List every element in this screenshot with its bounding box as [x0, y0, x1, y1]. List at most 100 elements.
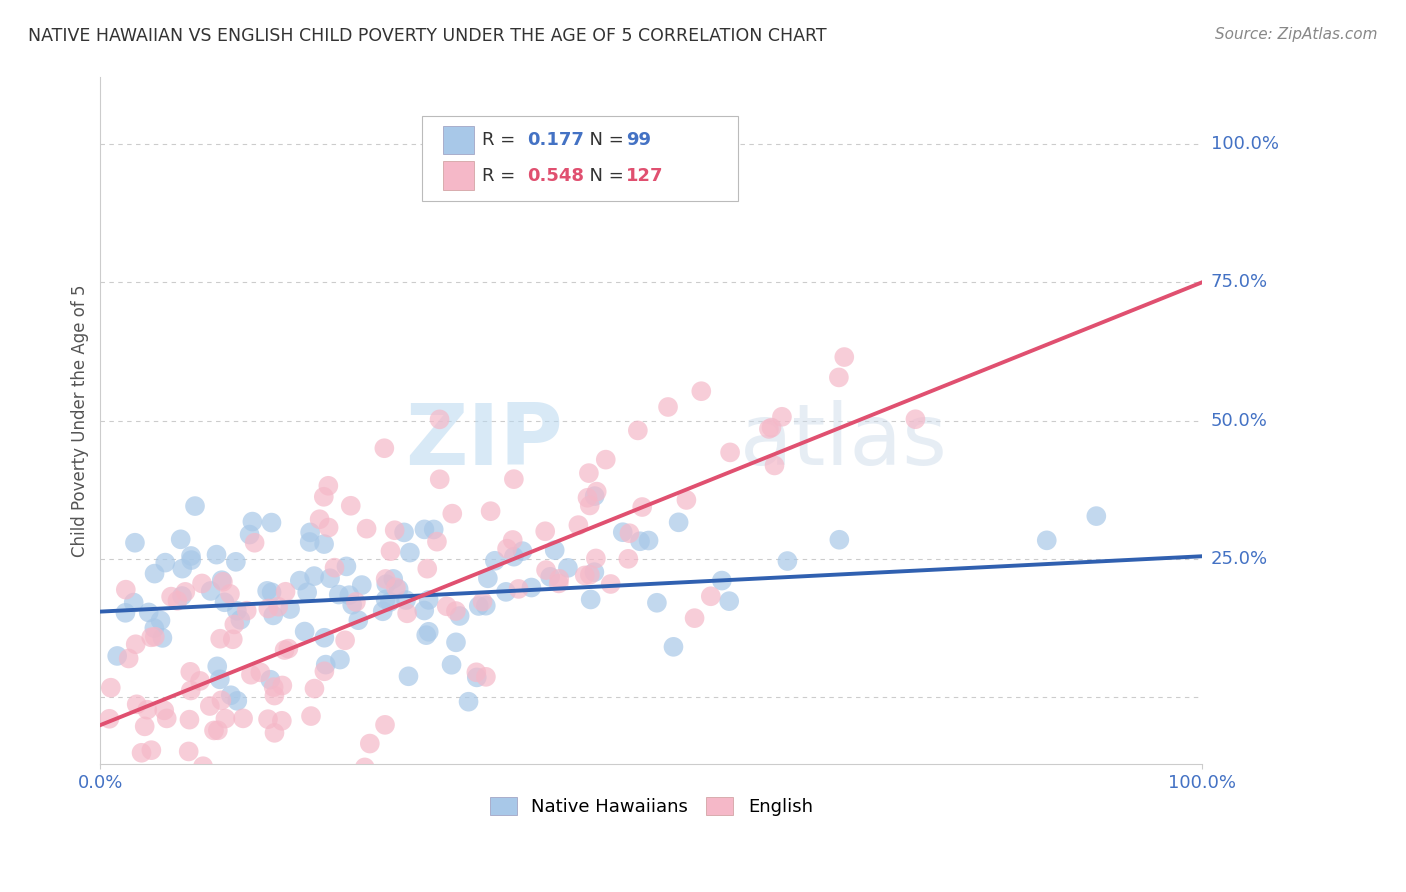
Text: atlas: atlas [740, 400, 948, 483]
Point [758, 422, 780, 436]
Point [159, 818, 181, 832]
Point [329, 652, 352, 666]
Point [263, 689, 285, 703]
Point [219, 688, 242, 702]
Point [471, 594, 494, 608]
Point [239, 527, 262, 541]
Point [378, 595, 401, 609]
Point [645, 596, 668, 610]
Point [315, 657, 337, 672]
Point [207, 723, 229, 738]
Point [256, 583, 278, 598]
Text: N =: N = [578, 131, 630, 149]
Point [191, 576, 214, 591]
Point [278, 602, 301, 616]
Point [257, 601, 280, 615]
Point [136, 789, 159, 803]
Point [211, 573, 233, 587]
Point [260, 516, 283, 530]
Point [578, 466, 600, 480]
Point [302, 569, 325, 583]
Point [557, 561, 579, 575]
Point [374, 592, 396, 607]
Point [380, 544, 402, 558]
Point [547, 576, 569, 591]
Point [904, 412, 927, 426]
Point [627, 424, 650, 438]
Point [662, 640, 685, 654]
Point [429, 472, 451, 486]
Point [444, 604, 467, 618]
Point [335, 559, 357, 574]
Point [308, 512, 330, 526]
Point [502, 549, 524, 564]
Point [205, 548, 228, 562]
Point [260, 585, 283, 599]
Point [323, 560, 346, 574]
Point [184, 499, 207, 513]
Point [373, 442, 395, 456]
Point [426, 534, 449, 549]
Point [122, 596, 145, 610]
Point [413, 603, 436, 617]
Point [319, 571, 342, 585]
Text: 50.0%: 50.0% [1211, 411, 1267, 430]
Point [274, 584, 297, 599]
Point [538, 570, 561, 584]
Point [449, 609, 471, 624]
Point [318, 520, 340, 534]
Point [229, 613, 252, 627]
Point [136, 703, 159, 717]
Point [418, 624, 440, 639]
Text: 127: 127 [626, 167, 664, 185]
Point [475, 670, 498, 684]
Point [700, 589, 723, 603]
Point [177, 744, 200, 758]
Point [295, 585, 318, 599]
Point [612, 525, 634, 540]
Point [333, 633, 356, 648]
Point [484, 554, 506, 568]
Point [382, 572, 405, 586]
Text: N =: N = [578, 167, 630, 185]
Point [257, 712, 280, 726]
Point [585, 551, 607, 566]
Point [138, 606, 160, 620]
Point [579, 592, 602, 607]
Point [595, 452, 617, 467]
Point [576, 491, 599, 505]
Point [579, 567, 602, 582]
Point [347, 613, 370, 627]
Point [208, 673, 231, 687]
Point [534, 563, 557, 577]
Point [502, 533, 524, 547]
Point [288, 574, 311, 588]
Point [371, 604, 394, 618]
Point [776, 554, 799, 568]
Point [496, 541, 519, 556]
Point [277, 641, 299, 656]
Point [212, 574, 235, 589]
Point [179, 713, 201, 727]
Point [637, 533, 659, 548]
Point [166, 593, 188, 607]
Point [395, 593, 418, 607]
Point [328, 588, 350, 602]
Text: ZIP: ZIP [405, 400, 564, 483]
Point [224, 617, 246, 632]
Point [444, 635, 467, 649]
Point [828, 533, 851, 547]
Point [761, 420, 783, 434]
Point [314, 631, 336, 645]
Point [105, 648, 128, 663]
Point [110, 785, 132, 799]
Point [337, 588, 360, 602]
Point [356, 522, 378, 536]
Point [468, 599, 491, 613]
Point [657, 400, 679, 414]
Point [502, 472, 524, 486]
Point [153, 703, 176, 717]
Point [675, 492, 697, 507]
Point [249, 665, 271, 680]
Point [198, 698, 221, 713]
